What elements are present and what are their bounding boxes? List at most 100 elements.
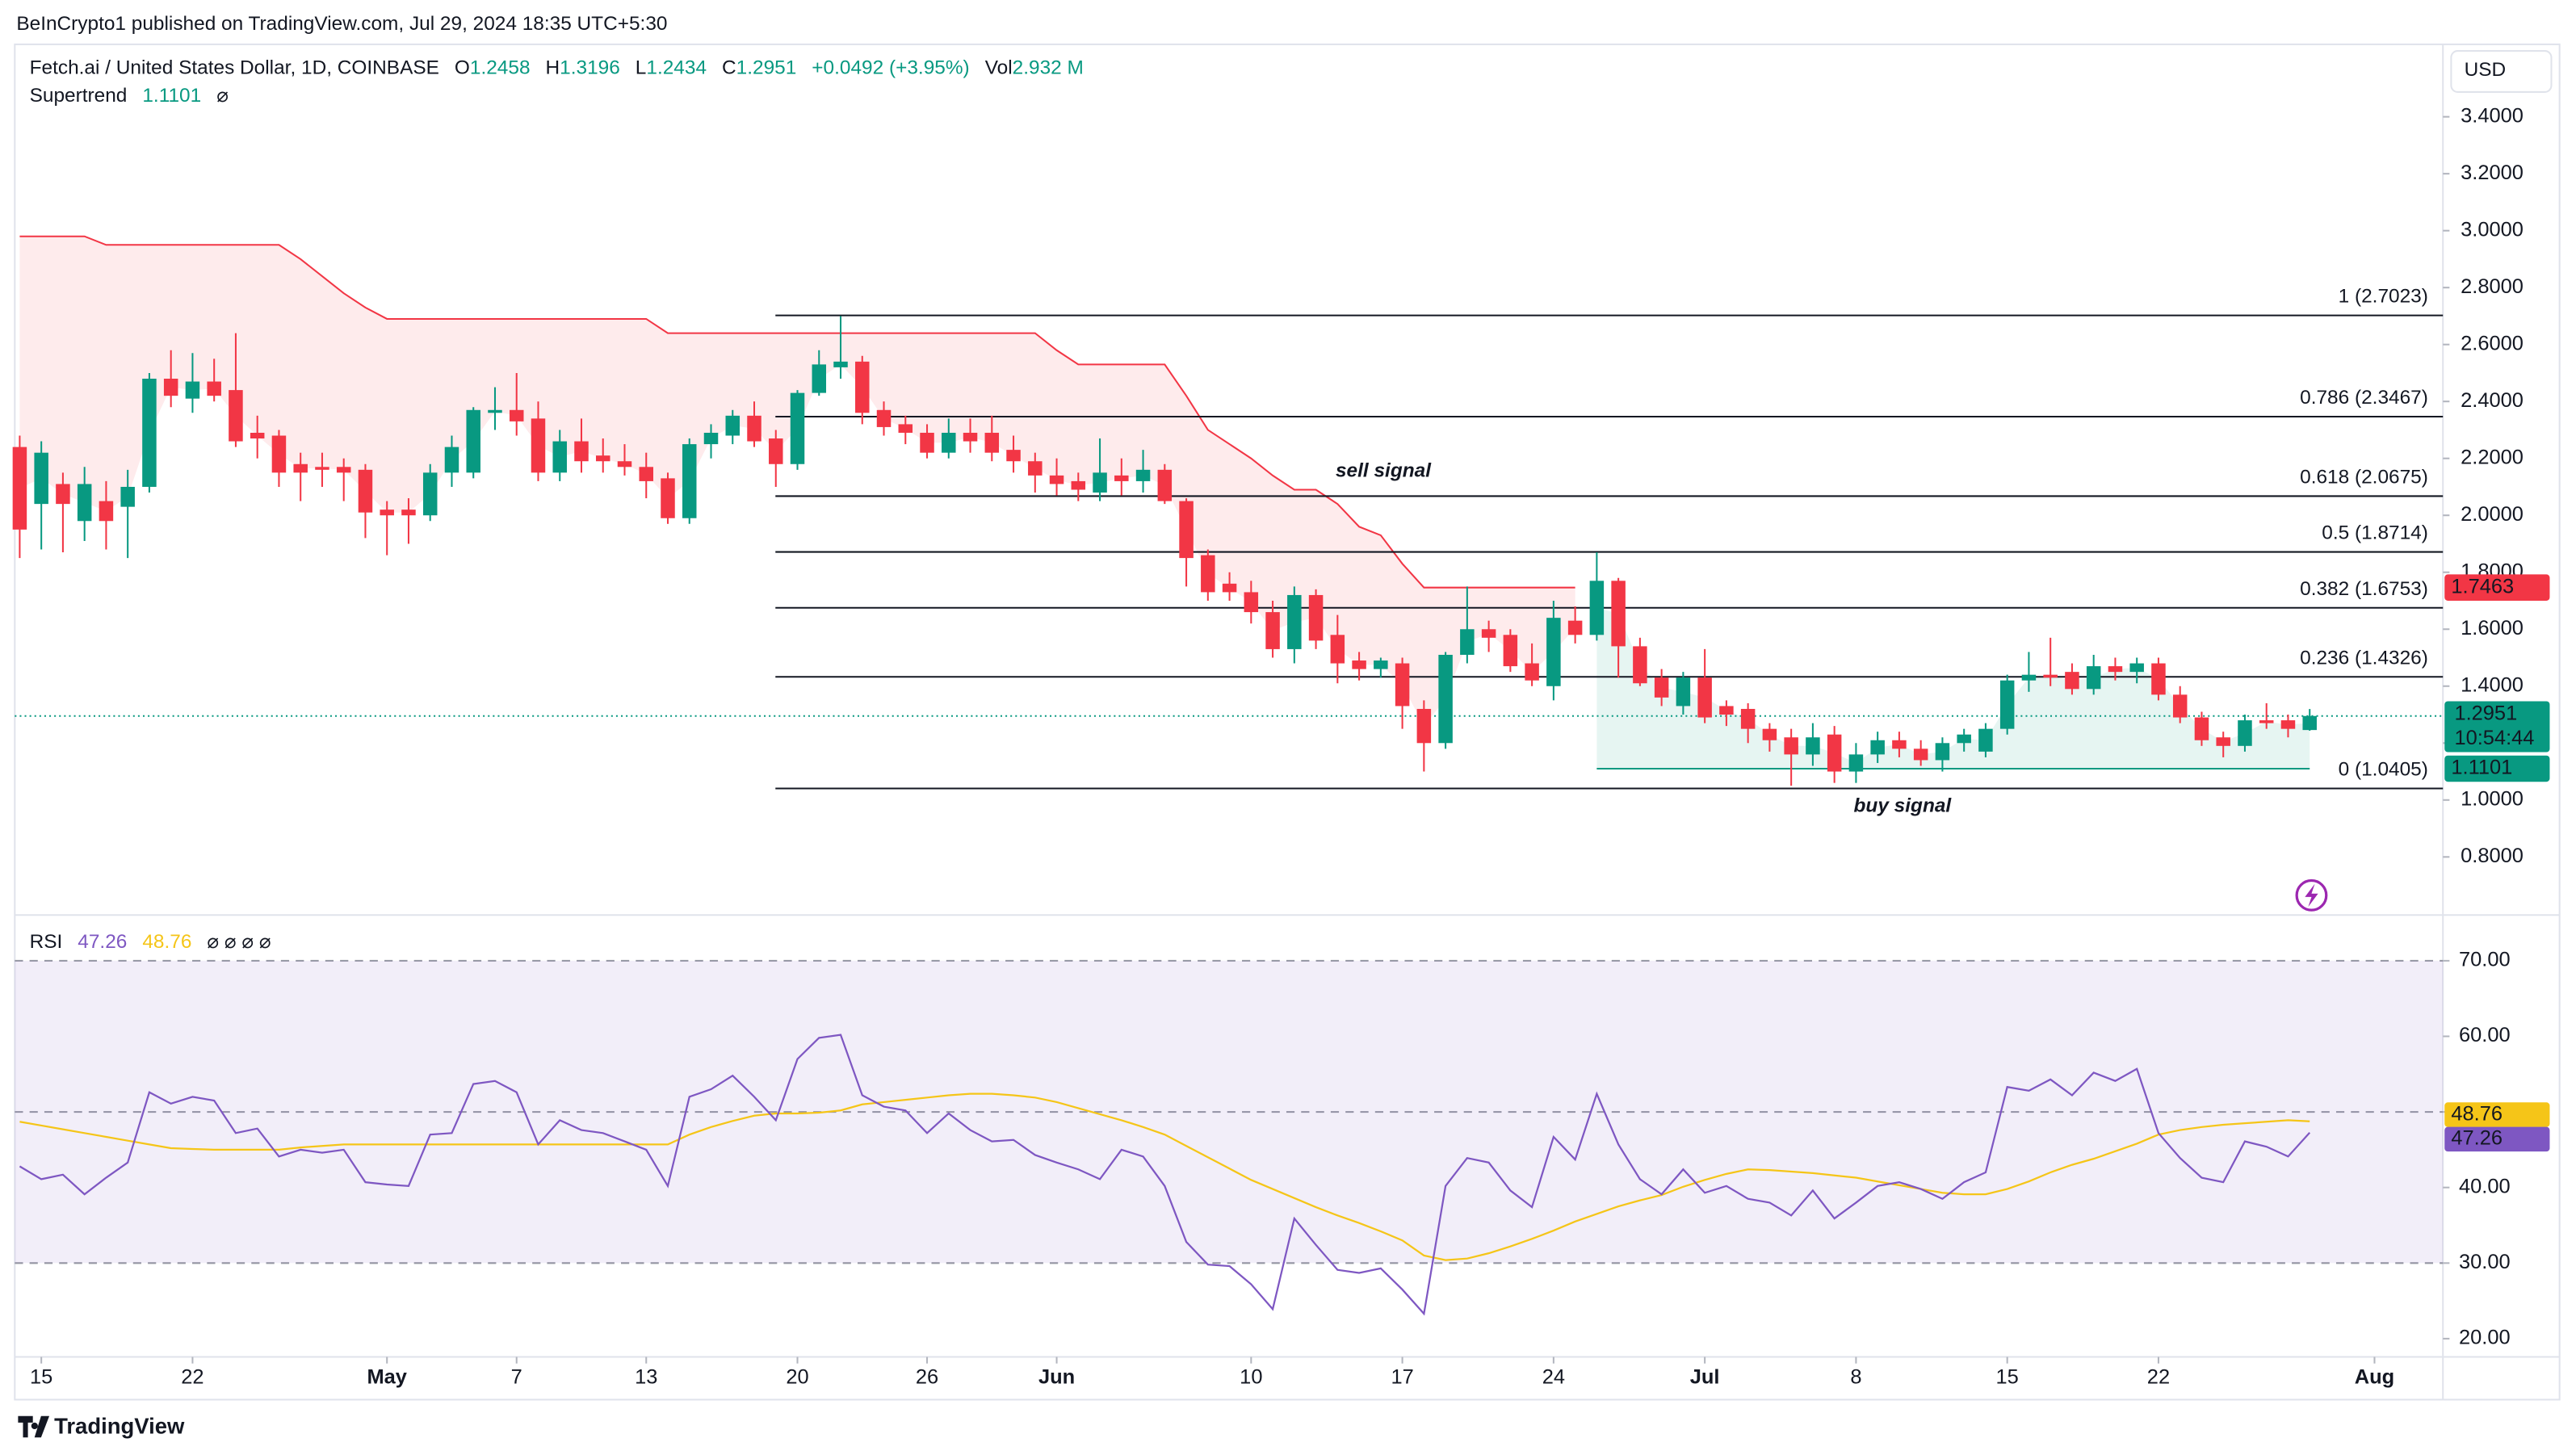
candle-body (1395, 663, 1410, 707)
candle-body (336, 467, 351, 473)
symbol-legend: Fetch.ai / United States Dollar, 1D, COI… (30, 57, 1084, 79)
candle-body (1006, 450, 1021, 462)
rsi-label: 47.26 (2451, 1127, 2503, 1150)
x-tick-label: May (367, 1366, 406, 1389)
candle-body (1179, 501, 1194, 559)
ohlc-value: 1.3196 (560, 57, 620, 79)
candle-body (1611, 581, 1626, 647)
candle-body (56, 484, 70, 505)
x-tick-label: Jul (1690, 1366, 1720, 1389)
candle-body (1978, 728, 1993, 752)
candle-body (1201, 555, 1215, 593)
volume: 2.932 M (1013, 57, 1084, 79)
ohlc-label: L (636, 57, 647, 79)
candle-body (271, 435, 287, 473)
candle-body (984, 432, 1000, 453)
candle-body (2280, 720, 2296, 729)
candle-body (1697, 677, 1712, 718)
y-tick-label: 0.8000 (2461, 845, 2524, 867)
candle-body (99, 501, 114, 522)
candle-body (2216, 737, 2230, 746)
candle-body (444, 447, 459, 473)
settings-icon[interactable]: ⌀ (216, 85, 229, 107)
last-price-box (2444, 701, 2550, 753)
rsi-value: 47.26 (78, 931, 127, 953)
candle-body (380, 509, 394, 516)
fib-label: 1 (2.7023) (2339, 286, 2428, 308)
candle-body (120, 486, 135, 507)
candle-body (401, 509, 416, 516)
icon-ring[interactable] (2295, 878, 2328, 912)
candle-body (1546, 618, 1561, 686)
candle-body (1330, 635, 1345, 664)
candle-body (1028, 461, 1043, 476)
settings-icons[interactable]: ⌀ ⌀ ⌀ ⌀ (207, 931, 271, 953)
x-tick-label: 22 (2147, 1366, 2170, 1389)
candle-body (1719, 706, 1734, 715)
ohlc-label: H (546, 57, 560, 79)
ohlc-value: 1.2458 (470, 57, 531, 79)
fib-label: 0 (1.0405) (2339, 759, 2428, 781)
lightning-icon[interactable] (2295, 878, 2328, 912)
y-tick-label: 70.00 (2459, 949, 2511, 971)
candle-body (2086, 666, 2101, 690)
fib-label: 0.786 (2.3467) (2300, 387, 2428, 409)
candle-body (1676, 677, 1691, 707)
candle-body (229, 390, 243, 442)
currency[interactable]: USD (2465, 59, 2507, 81)
candle-body (920, 432, 934, 453)
ohlc-label: C (722, 57, 736, 79)
candle-body (185, 381, 200, 399)
y-tick-label: 1.0000 (2461, 788, 2524, 811)
rsi-label-box (2444, 1126, 2550, 1152)
change: +0.0492 (+3.95%) (812, 57, 969, 79)
candle-body (1870, 740, 1885, 755)
y-tick-label: 1.4000 (2461, 673, 2524, 696)
candle-body (1114, 475, 1129, 481)
candle-body (790, 392, 805, 464)
candle-body (1633, 646, 1647, 684)
fib-label: 0.236 (1.4326) (2300, 647, 2428, 669)
candle-body (1481, 629, 1496, 638)
candle-body (2151, 663, 2166, 695)
x-tick-label: 20 (786, 1366, 808, 1389)
candle-body (552, 441, 567, 473)
candle-body (747, 415, 761, 442)
x-tick-label: 24 (1542, 1366, 1565, 1389)
supertrend-fill (1596, 607, 2310, 769)
x-tick-label: Aug (2355, 1366, 2394, 1389)
candle-body (595, 455, 610, 462)
supertrend-line (19, 235, 1575, 589)
x-tick-label: Jun (1038, 1366, 1075, 1389)
ohlc-value: 1.2434 (646, 57, 707, 79)
rsi-line (19, 1092, 2310, 1261)
currency-box[interactable] (2450, 50, 2553, 93)
candle-body (12, 447, 27, 530)
candle-body (2194, 717, 2209, 740)
candle-body (1740, 708, 1756, 729)
candle-body (250, 432, 265, 439)
candle-body (1157, 469, 1173, 501)
annotation: sell signal (1336, 459, 1432, 481)
rsi-band-fill (15, 960, 2444, 1264)
y-tick-label: 3.4000 (2461, 104, 2524, 127)
candle-body (1049, 475, 1064, 484)
x-tick-label: 15 (30, 1366, 52, 1389)
candle-body (315, 467, 329, 470)
candle-body (1827, 734, 1842, 772)
supertrend-value: 1.1101 (142, 85, 201, 107)
candle-body (812, 364, 827, 393)
x-tick-label: 13 (635, 1366, 657, 1389)
publish-header: BeInCrypto1 published on TradingView.com… (16, 13, 667, 35)
x-tick-label: 7 (511, 1366, 522, 1389)
fib-label: 0.618 (2.0675) (2300, 467, 2428, 488)
y-tick-label: 3.0000 (2461, 218, 2524, 241)
candle-body (531, 418, 546, 473)
rsi-line (19, 1034, 2311, 1316)
last-price-label: 1.2951 (2454, 702, 2517, 724)
icon-bolt[interactable] (2305, 883, 2318, 908)
candle-body (855, 361, 870, 413)
